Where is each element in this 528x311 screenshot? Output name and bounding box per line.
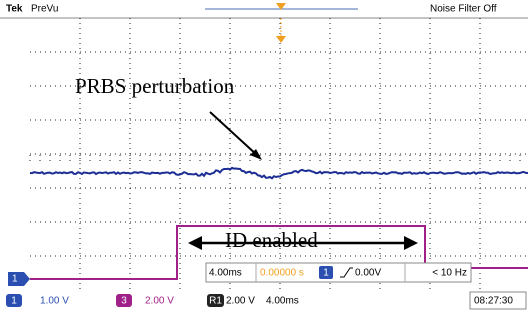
ch1-badge: 1 bbox=[11, 296, 17, 307]
scope-screen: Tek PreVu Noise Filter Off PRBS perturba… bbox=[0, 0, 528, 311]
enabled-label: ID enabled bbox=[225, 228, 318, 252]
timebase: 4.00ms bbox=[209, 268, 242, 279]
perturbation-label: PRBS perturbation bbox=[75, 74, 235, 98]
position: 0.00000 s bbox=[260, 268, 304, 279]
readout-box bbox=[206, 263, 471, 282]
page: {"header": {"brand": "Tek", "mode": "Pre… bbox=[0, 0, 528, 311]
brand: Tek bbox=[6, 4, 23, 15]
trigger-marker bbox=[276, 36, 286, 43]
ref-badge: R1 bbox=[209, 296, 222, 307]
noise-filter: Noise Filter Off bbox=[430, 4, 497, 15]
trigger-level: 0.00V bbox=[355, 268, 381, 279]
channel1-trace bbox=[30, 168, 528, 178]
clock: 08:27:30 bbox=[474, 296, 513, 307]
ch3-badge: 3 bbox=[121, 296, 127, 307]
ch3-scale: 2.00 V bbox=[145, 296, 174, 307]
ref-scale: 2.00 V bbox=[226, 296, 255, 307]
trigger-frequency: < 10 Hz bbox=[432, 268, 467, 279]
trigger-channel: 1 bbox=[323, 268, 329, 279]
status-bar bbox=[0, 289, 528, 311]
ch1-scale: 1.00 V bbox=[40, 296, 69, 307]
ref-time: 4.00ms bbox=[266, 296, 299, 307]
mode: PreVu bbox=[31, 4, 58, 15]
arrow bbox=[210, 112, 258, 156]
channel-marker-label: 1 bbox=[12, 274, 18, 285]
